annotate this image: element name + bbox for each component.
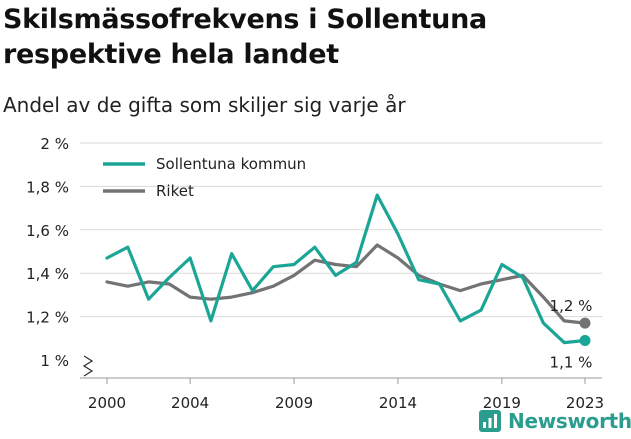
- series-end-point: [579, 334, 591, 346]
- x-tick-label: 2019: [483, 394, 521, 412]
- y-tick-label: 1,4 %: [26, 265, 69, 283]
- y-tick-label: 1,6 %: [26, 222, 69, 240]
- x-tick-label: 2009: [275, 394, 313, 412]
- series-line-sollentuna: [105, 193, 587, 345]
- series-line-riket: [105, 243, 587, 325]
- x-tick-label: 2000: [88, 394, 126, 412]
- y-tick-label: 1,8 %: [26, 178, 69, 196]
- chart-subtitle: Andel av de gifta som skiljer sig varje …: [3, 93, 406, 117]
- legend-label: Sollentuna kommun: [156, 155, 306, 173]
- newsworthy-logo-icon: [479, 410, 501, 432]
- end-label-sollentuna: 1,1 %: [550, 353, 593, 371]
- chart-title: Skilsmässofrekvens i Sollentuna respekti…: [3, 4, 487, 70]
- x-tick-label: 2014: [379, 394, 417, 412]
- y-tick-label: 1,2 %: [26, 309, 69, 327]
- series-end-point: [579, 317, 591, 329]
- x-tick-label: 2004: [171, 394, 209, 412]
- end-label-riket: 1,2 %: [550, 297, 593, 315]
- x-tick-label: 2023: [566, 394, 604, 412]
- y-tick-label: 2 %: [40, 135, 69, 153]
- newsworthy-logo: Newsworthy: [478, 408, 631, 434]
- axis-break-mark: [82, 355, 94, 377]
- y-tick-label: 1 %: [40, 352, 69, 370]
- legend-label: Riket: [156, 182, 194, 200]
- newsworthy-logo-text: Newsworthy: [508, 409, 631, 433]
